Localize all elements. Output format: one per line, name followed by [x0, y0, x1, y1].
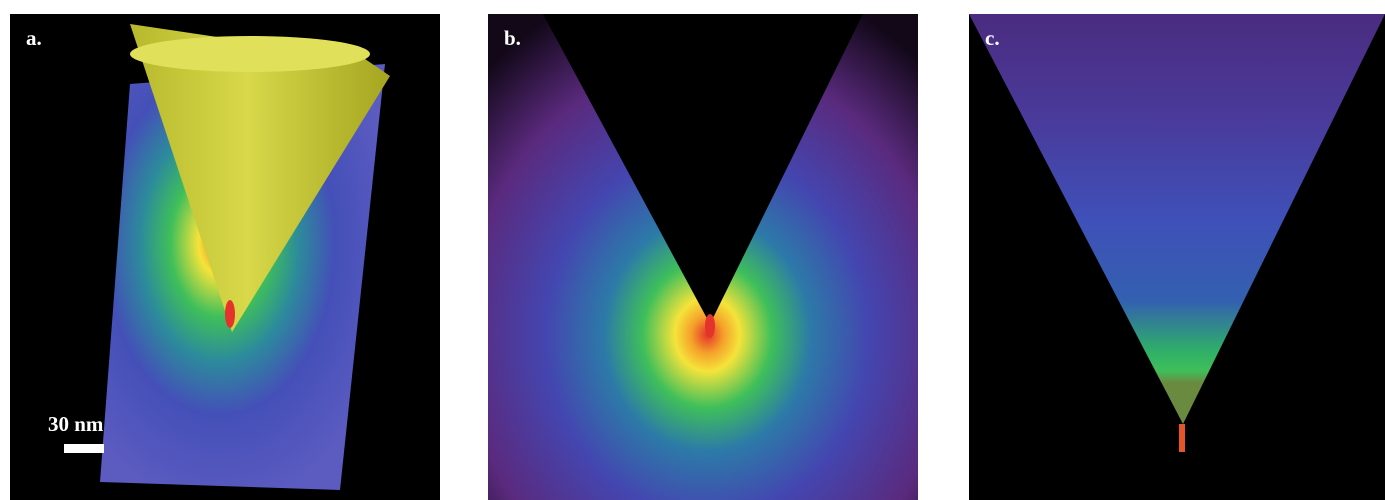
dark-cap	[1057, 14, 1297, 94]
panel-label-c: c.	[985, 26, 1000, 50]
hotspot	[225, 300, 235, 328]
field-map-a	[100, 24, 390, 490]
field-map-c	[969, 14, 1385, 452]
top-margin	[0, 0, 1385, 14]
tip-body	[969, 14, 1385, 424]
panel-a: a. 30 nm	[10, 14, 440, 500]
scale-bar	[64, 444, 104, 453]
panel-label-a: a.	[26, 26, 42, 50]
hotspot	[1179, 424, 1185, 452]
panel-c: c.	[969, 14, 1385, 500]
panel-b: b.	[488, 14, 918, 500]
cone-base	[130, 36, 370, 72]
hotspot	[705, 314, 715, 338]
tip-cone	[130, 24, 390, 332]
scale-bar-label: 30 nm	[48, 412, 104, 436]
tip-cutout	[543, 14, 863, 324]
panel-label-b: b.	[504, 26, 521, 50]
field-map-b	[488, 14, 918, 500]
